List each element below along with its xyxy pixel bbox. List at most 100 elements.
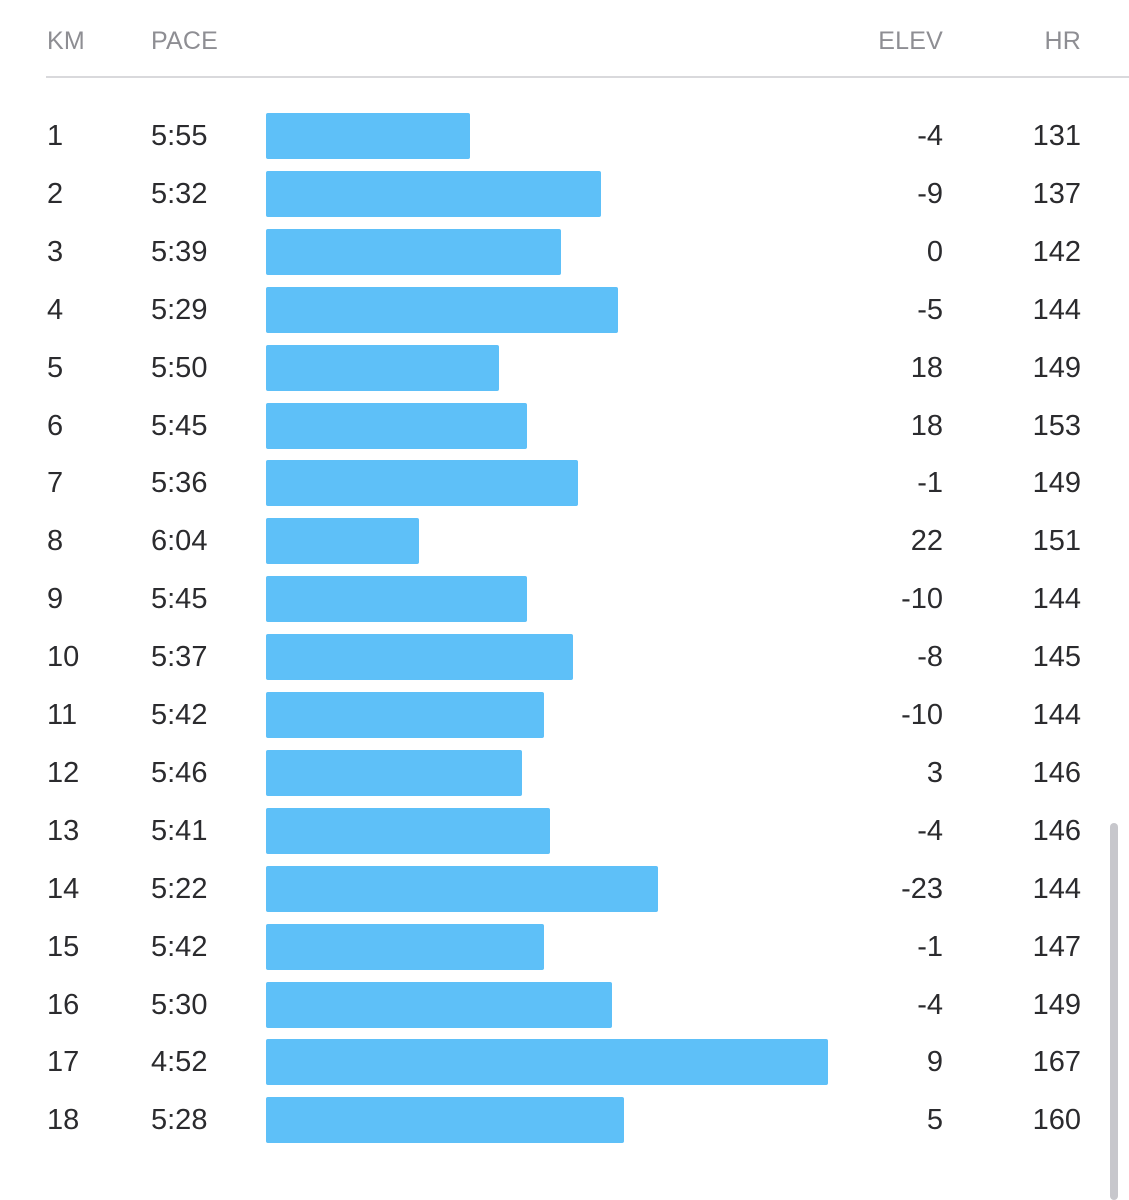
pace-bar [266,286,618,333]
split-km: 15 [47,930,80,963]
split-elev: -23 [901,872,943,905]
elev-column-header: ELEV [878,27,943,55]
split-km: 8 [47,525,64,558]
split-elev: -5 [917,293,943,326]
split-hr: 160 [1032,1104,1081,1137]
pace-bar [266,692,544,738]
split-elev: -8 [917,641,943,674]
split-row: 2 5:32 -9 137 [0,170,1129,229]
pace-bar [266,170,601,217]
split-hr: 149 [1032,467,1081,500]
split-row: 11 5:42 -10 144 [0,692,1129,750]
split-row: 9 5:45 -10 144 [0,576,1129,634]
split-hr: 145 [1032,641,1081,674]
split-pace: 5:22 [151,872,208,905]
split-km: 14 [47,872,80,905]
split-row: 12 5:46 3 146 [0,749,1129,808]
split-row: 10 5:37 -8 145 [0,634,1129,692]
split-pace: 5:42 [151,699,208,731]
split-km: 6 [47,409,64,442]
pace-bar [266,1097,624,1144]
split-row: 4 5:29 -5 144 [0,286,1129,345]
split-hr: 131 [1032,120,1081,152]
split-hr: 149 [1032,988,1081,1021]
split-elev: -4 [917,814,943,847]
split-pace: 4:52 [151,1046,208,1079]
split-pace: 5:45 [151,583,208,616]
split-hr: 144 [1032,293,1081,326]
split-pace: 5:55 [151,120,208,152]
pace-bar [266,807,550,854]
split-pace: 5:50 [151,351,208,384]
pace-column-header: PACE [151,27,219,55]
km-column-header: KM [47,27,85,55]
split-pace: 5:29 [151,293,208,326]
pace-bar [266,113,470,159]
split-elev: -4 [917,988,943,1021]
pace-bar [266,981,612,1028]
split-km: 3 [47,235,64,268]
split-pace: 5:45 [151,409,208,442]
pace-bar [266,865,658,912]
split-pace: 6:04 [151,525,208,558]
split-km: 7 [47,467,64,500]
pace-bar [266,402,527,449]
split-km: 18 [47,1104,80,1137]
split-pace: 5:36 [151,467,208,500]
split-elev: -10 [901,699,943,731]
split-row: 5 5:50 18 149 [0,344,1129,403]
split-km: 10 [47,641,80,674]
split-hr: 153 [1032,409,1081,442]
split-km: 12 [47,756,80,789]
split-elev: 18 [910,409,943,442]
split-row: 14 5:22 -23 144 [0,865,1129,924]
split-row: 18 5:28 5 160 [0,1097,1129,1155]
split-row: 3 5:39 0 142 [0,228,1129,287]
pace-bar [266,1039,828,1086]
pace-bar [266,344,499,391]
split-elev: -1 [917,467,943,500]
split-elev: 9 [926,1046,943,1079]
split-row: 8 6:04 22 151 [0,518,1129,576]
split-km: 5 [47,351,64,384]
split-km: 11 [47,699,78,731]
split-elev: -10 [901,583,943,616]
splits-header: KM PACE ELEV HR [0,0,1129,78]
split-row: 15 5:42 -1 147 [0,923,1129,982]
split-pace: 5:42 [151,930,208,963]
split-hr: 149 [1032,351,1081,384]
split-elev: 5 [926,1104,943,1137]
split-km: 9 [47,583,64,616]
split-hr: 146 [1032,814,1081,847]
split-km: 2 [47,177,64,210]
split-km: 1 [47,120,64,152]
split-pace: 5:28 [151,1104,208,1137]
scrollbar[interactable] [1110,823,1118,1200]
split-row: 17 4:52 9 167 [0,1039,1129,1097]
pace-bar [266,228,561,275]
split-km: 13 [47,814,80,847]
split-km: 17 [47,1046,80,1079]
split-hr: 137 [1032,177,1081,210]
split-elev: 18 [910,351,943,384]
split-pace: 5:39 [151,235,208,268]
split-elev: 0 [926,235,943,268]
split-elev: -4 [917,120,943,152]
header-divider [46,76,1129,78]
pace-bar [266,634,573,681]
pace-bar [266,749,522,796]
pace-bar [266,518,419,565]
split-km: 16 [47,988,80,1021]
pace-bar [266,460,578,507]
split-hr: 144 [1032,699,1081,731]
split-row: 16 5:30 -4 149 [0,981,1129,1040]
split-elev: -1 [917,930,943,963]
split-row: 1 5:55 -4 131 [0,113,1129,171]
split-km: 4 [47,293,64,326]
split-hr: 146 [1032,756,1081,789]
split-pace: 5:32 [151,177,208,210]
split-pace: 5:30 [151,988,208,1021]
split-hr: 147 [1032,930,1081,963]
split-hr: 144 [1032,872,1081,905]
split-hr: 144 [1032,583,1081,616]
